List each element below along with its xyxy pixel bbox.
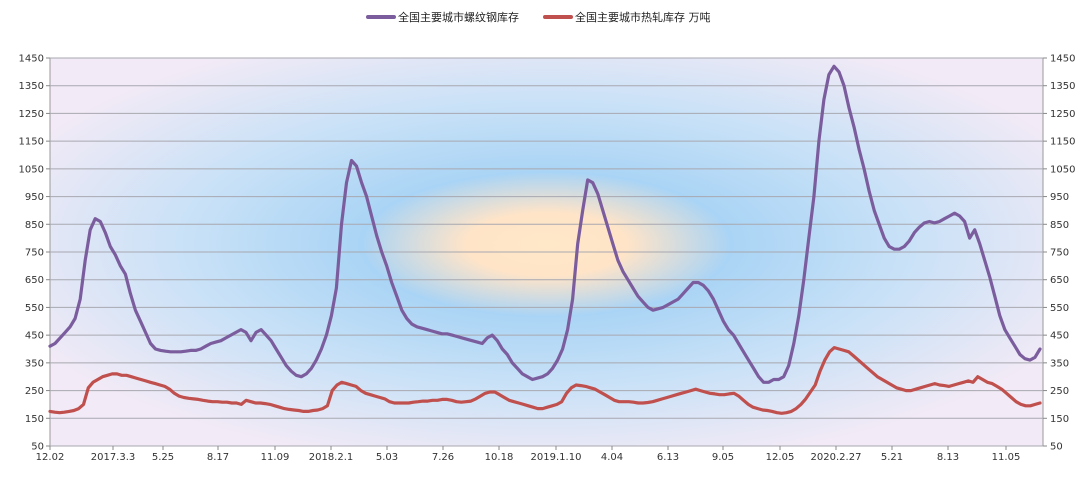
y-axis-right: 50 150 250 350 450 550 650 750 850 950 1050 1150 125… (1043, 54, 1075, 453)
y-axis-left: 50 150 250 350 450 550 650 750 850 950 1050 1150 125… (19, 54, 50, 453)
y-tick-label-right: 550 (1050, 303, 1069, 314)
y-tick-label-right: 150 (1050, 414, 1069, 425)
y-tick-label-right: 1150 (1050, 137, 1075, 148)
x-tick-label: 4.04 (601, 452, 623, 463)
y-tick-label-left: 1350 (19, 81, 44, 92)
x-tick-label: 5.25 (152, 452, 174, 463)
y-tick-label-left: 950 (25, 192, 44, 203)
legend-label-1: 全国主要城市螺纹钢库存 (398, 10, 519, 24)
legend-label-2: 全国主要城市热轧库存 万吨 (575, 10, 711, 24)
y-tick-label-left: 450 (25, 331, 44, 342)
y-tick-label-right: 350 (1050, 358, 1069, 369)
x-tick-label: 2019.1.10 (531, 452, 582, 463)
x-tick-label: 2020.2.27 (811, 452, 862, 463)
x-tick-label: 12.05 (766, 452, 795, 463)
y-tick-label-left: 1050 (19, 164, 44, 175)
y-tick-label-left: 1250 (19, 109, 44, 120)
x-tick-label: 2018.2.1 (309, 452, 354, 463)
y-tick-label-right: 1350 (1050, 81, 1075, 92)
y-tick-label-left: 650 (25, 275, 44, 286)
y-tick-label-right: 650 (1050, 275, 1069, 286)
y-tick-label-right: 950 (1050, 192, 1069, 203)
x-tick-label: 9.05 (712, 452, 734, 463)
y-tick-label-left: 550 (25, 303, 44, 314)
series-line-2 (48, 346, 1042, 415)
x-tick-label: 8.17 (207, 452, 229, 463)
y-tick-label-right: 750 (1050, 248, 1069, 259)
series-lines (48, 64, 1042, 415)
x-tick-label: 5.21 (881, 452, 903, 463)
x-tick-label: 11.05 (992, 452, 1021, 463)
y-tick-label-right: 1250 (1050, 109, 1075, 120)
x-tick-label: 12.02 (36, 452, 65, 463)
x-axis: 12.02 2017.3.3 5.25 8.17 11.09 2018.2.1 5.03 7.… (36, 446, 1021, 463)
x-tick-label: 7.26 (432, 452, 454, 463)
x-tick-label: 2017.3.3 (91, 452, 136, 463)
y-tick-label-left: 350 (25, 358, 44, 369)
x-tick-label: 6.13 (657, 452, 679, 463)
y-tick-label-right: 250 (1050, 386, 1069, 397)
y-tick-label-left: 50 (31, 442, 44, 453)
y-tick-label-left: 1450 (19, 54, 44, 65)
y-tick-label-right: 450 (1050, 331, 1069, 342)
x-tick-label: 10.18 (485, 452, 514, 463)
gridlines (50, 57, 1043, 447)
y-tick-label-right: 1050 (1050, 164, 1075, 175)
y-tick-label-right: 850 (1050, 220, 1069, 231)
x-tick-label: 5.03 (376, 452, 398, 463)
y-tick-label-left: 150 (25, 414, 44, 425)
series-line-1 (48, 64, 1042, 384)
y-tick-label-left: 1150 (19, 137, 44, 148)
y-tick-label-left: 850 (25, 220, 44, 231)
y-tick-label-left: 750 (25, 248, 44, 259)
y-tick-label-right: 1450 (1050, 54, 1075, 65)
y-tick-label-left: 250 (25, 386, 44, 397)
x-tick-label: 11.09 (261, 452, 290, 463)
x-tick-label: 8.13 (937, 452, 959, 463)
y-tick-label-right: 50 (1050, 442, 1063, 453)
legend: 全国主要城市螺纹钢库存 全国主要城市热轧库存 万吨 (366, 10, 711, 24)
